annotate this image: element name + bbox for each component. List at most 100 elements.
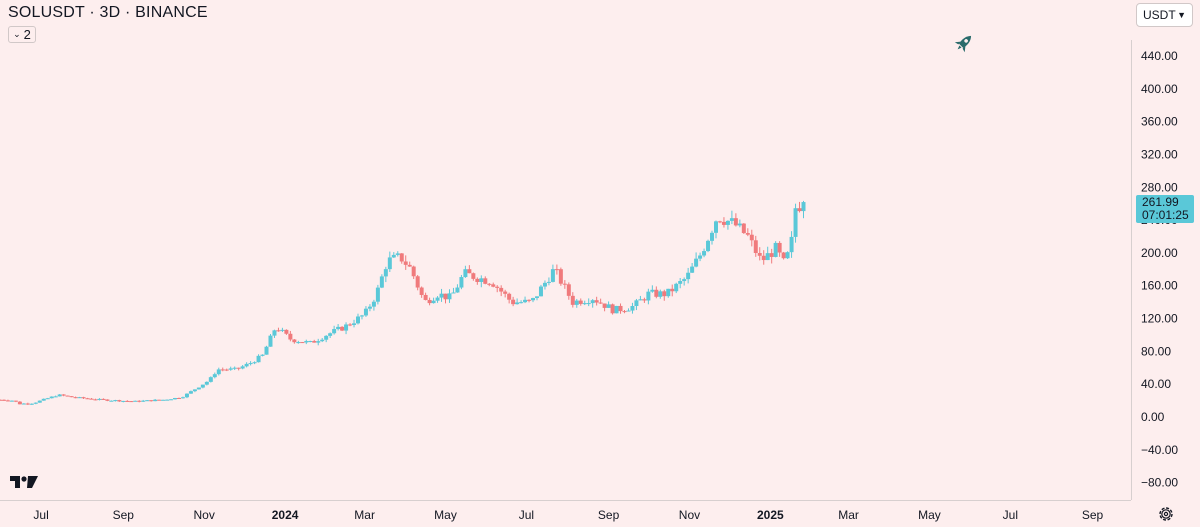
candle-body [706, 240, 711, 252]
candle-body [359, 315, 364, 317]
candle-body [196, 387, 201, 390]
candle-body [721, 221, 726, 225]
candle-body [65, 395, 70, 397]
candle-body [300, 342, 305, 344]
candle-body [415, 276, 420, 288]
candle-body [686, 272, 691, 280]
x-tick-label: Jul [519, 508, 534, 522]
candle-body [41, 398, 46, 401]
y-tick-label: 280.00 [1141, 180, 1178, 194]
candle-body [562, 283, 567, 285]
candle-body [558, 269, 563, 284]
candle-body [296, 342, 301, 344]
candle-body [232, 367, 237, 369]
chevron-down-icon: ▼ [1177, 10, 1186, 20]
candle-body [407, 264, 412, 267]
candle-body [173, 397, 178, 400]
candle-body [244, 363, 249, 367]
candle-body [698, 255, 703, 259]
candle-body [25, 403, 30, 405]
y-tick-label: 200.00 [1141, 246, 1178, 260]
candle-body [507, 293, 512, 300]
tradingview-logo-icon[interactable] [10, 474, 38, 490]
candle-body [463, 269, 468, 278]
candle-body [125, 400, 130, 402]
candle-body [395, 253, 400, 255]
candle-body [729, 218, 734, 221]
x-tick-label: Sep [598, 508, 620, 522]
candle-body [304, 341, 309, 343]
candle-body [81, 397, 86, 399]
price-axis[interactable]: −80.00 −40.00 0.00 40.00 80.00 120.00 160.00 20… [1141, 49, 1178, 490]
candle-body [21, 403, 26, 405]
candle-body [399, 253, 404, 262]
candle-body [455, 287, 460, 293]
candle-body [674, 283, 679, 292]
candle-body [336, 326, 341, 330]
indicators-toggle-button[interactable]: ⌄ 2 [8, 26, 36, 43]
candle-body [13, 400, 18, 402]
candle-body [129, 401, 134, 403]
candle-body [550, 269, 555, 282]
candle-body [423, 294, 428, 300]
candle-body [324, 335, 329, 340]
candle-body [582, 303, 587, 305]
candle-body [69, 396, 74, 398]
candle-body [630, 306, 635, 311]
symbol-title[interactable]: SOLUSDT · 3D · BINANCE [8, 4, 208, 21]
currency-select[interactable]: USDT ▼ [1136, 3, 1193, 27]
candle-body [192, 389, 197, 392]
candle-body [447, 293, 452, 300]
candle-body [57, 394, 62, 397]
candle-body [9, 400, 14, 402]
candle-body [236, 367, 241, 369]
candle-body [252, 362, 257, 364]
candle-body [777, 242, 782, 253]
candle-body [45, 398, 50, 400]
candle-body [634, 300, 639, 307]
candle-body [554, 269, 559, 271]
time-axis[interactable]: Jul Sep Nov 2024 Mar May Jul Sep Nov 2025 Mar May Ju… [33, 508, 1103, 522]
candle-body [288, 333, 293, 340]
candle-body [161, 399, 166, 401]
candle-body [519, 302, 524, 304]
candle-body [626, 310, 631, 312]
candle-body [523, 299, 528, 303]
candle-body [606, 304, 611, 308]
candle-body [367, 306, 372, 309]
candles-layer [0, 200, 806, 405]
candle-body [574, 300, 579, 305]
candle-body [220, 369, 225, 371]
candle-body [109, 400, 114, 402]
candle-body [145, 400, 150, 402]
settings-icon[interactable] [1158, 506, 1174, 522]
candle-body [371, 301, 376, 307]
candle-body [618, 305, 623, 312]
candle-body [141, 400, 146, 402]
candle-body [713, 221, 718, 233]
candle-body [515, 302, 520, 305]
candle-body [204, 381, 209, 385]
x-tick-label: May [918, 508, 941, 522]
candle-body [793, 208, 798, 237]
candle-body [487, 283, 492, 285]
candle-body [499, 287, 504, 292]
candle-body [590, 300, 595, 304]
candle-body [340, 326, 345, 331]
candle-body [133, 400, 138, 402]
y-tick-label: −40.00 [1141, 443, 1178, 457]
candle-body [678, 281, 683, 284]
candle-body [0, 399, 2, 401]
y-tick-label: 400.00 [1141, 82, 1178, 96]
candle-body [702, 251, 707, 256]
candle-body [658, 291, 663, 297]
candle-body [789, 236, 794, 253]
candle-body [495, 286, 500, 288]
x-tick-label: 2024 [272, 508, 299, 522]
candle-body [443, 293, 448, 300]
candle-body [710, 232, 715, 241]
candle-body [622, 311, 627, 313]
candle-body [646, 291, 651, 301]
rocket-icon[interactable] [952, 31, 976, 55]
